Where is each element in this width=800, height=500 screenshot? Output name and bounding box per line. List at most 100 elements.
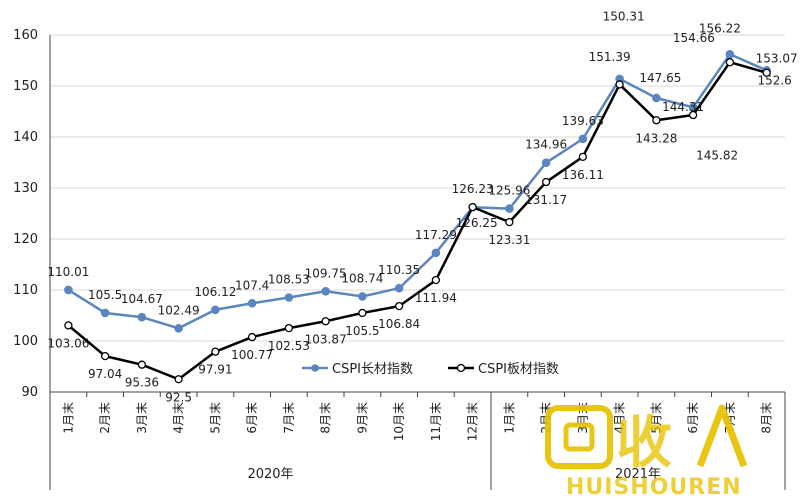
legend-label: CSPI长材指数	[332, 362, 413, 377]
x-tick-label: 5月末	[208, 402, 222, 434]
data-point	[505, 204, 514, 213]
y-tick-label: 110	[13, 283, 38, 298]
data-point	[725, 58, 735, 67]
data-label: 145.82	[696, 148, 738, 162]
data-label: 125.96	[488, 184, 530, 198]
data-point	[137, 312, 147, 322]
watermark-arrow-icon	[696, 404, 748, 468]
data-point	[541, 177, 551, 187]
y-tick-label: 150	[13, 79, 38, 94]
data-label: 105.5	[345, 324, 379, 338]
data-label: 104.67	[121, 292, 163, 306]
x-tick-label: 3月末	[135, 402, 149, 434]
x-tick-label: 4月末	[172, 402, 186, 434]
data-label: 95.36	[125, 376, 159, 390]
data-label: 102.53	[268, 339, 310, 353]
data-point	[64, 285, 73, 295]
y-tick-label: 120	[13, 232, 38, 247]
grid-lines	[50, 34, 785, 342]
data-label: 139.63	[562, 114, 604, 128]
data-label: 126.25	[456, 216, 498, 230]
data-point	[468, 202, 477, 212]
data-point	[431, 248, 441, 258]
data-label: 106.12	[194, 285, 236, 299]
data-label: 103.06	[47, 336, 89, 350]
data-point	[211, 305, 220, 315]
data-point	[321, 286, 330, 296]
data-label: 131.17	[525, 193, 567, 207]
x-tick-label: 1月末	[61, 402, 75, 434]
series-line	[67, 53, 768, 330]
data-point	[615, 80, 624, 89]
data-point	[431, 275, 441, 285]
data-label: 97.04	[88, 367, 122, 381]
data-point	[725, 49, 735, 59]
data-point	[100, 308, 110, 318]
data-point	[578, 152, 588, 161]
data-label: 100.77	[231, 348, 273, 362]
y-tick-label: 140	[13, 130, 38, 145]
data-label: 126.23	[452, 182, 494, 196]
data-label: 108.74	[341, 271, 383, 285]
x-tick-label: 12月末	[466, 402, 480, 441]
data-label: 102.49	[158, 303, 200, 317]
legend-label: CSPI板材指数	[478, 362, 559, 377]
data-point	[541, 158, 551, 168]
series-lines	[64, 49, 771, 384]
data-label: 156.22	[699, 21, 741, 35]
data-point	[284, 293, 294, 302]
data-point	[284, 323, 294, 333]
axes	[49, 35, 786, 490]
data-point	[174, 375, 183, 384]
data-point	[578, 134, 588, 144]
year-label: 2020年	[247, 467, 293, 482]
data-label: 151.39	[589, 50, 631, 64]
watermark-inner-box	[563, 422, 595, 452]
data-point	[247, 298, 257, 308]
year-group-labels: 2020年 2021年	[247, 467, 661, 482]
x-tick-label: 10月末	[392, 402, 406, 441]
data-label: 107.4	[235, 278, 269, 292]
data-label: 111.94	[415, 291, 457, 305]
data-point	[394, 301, 404, 311]
data-label: 134.96	[525, 138, 567, 152]
x-tick-label: 6月末	[245, 402, 259, 434]
data-point	[247, 332, 257, 342]
data-point	[358, 308, 367, 318]
y-tick-labels: 90 100 110 120 130 140 150 160	[13, 28, 38, 400]
y-tick-label: 160	[13, 28, 38, 43]
data-label: 144.31	[662, 100, 704, 114]
data-label: 103.87	[305, 332, 347, 346]
data-label: 143.28	[635, 131, 677, 145]
year-label: 2021年	[615, 467, 661, 482]
legend-marker	[456, 363, 466, 373]
data-point	[762, 68, 771, 77]
data-label: 110.01	[47, 265, 89, 279]
data-point	[652, 93, 661, 103]
data-point	[394, 283, 404, 293]
x-tick-label: 4月末	[613, 402, 627, 434]
x-tick-label: 8月末	[319, 402, 333, 434]
data-label: 153.07	[756, 51, 798, 65]
x-tick-label: 8月末	[760, 402, 774, 434]
data-point	[137, 360, 147, 369]
data-point	[174, 324, 183, 333]
data-label: 136.11	[562, 168, 604, 182]
data-label: 92.5	[165, 390, 192, 404]
data-point	[652, 116, 661, 125]
y-tick-label: 90	[21, 385, 38, 400]
legend-marker	[311, 364, 319, 372]
data-point	[688, 110, 698, 120]
data-label: 123.31	[488, 233, 530, 247]
x-tick-label: 1月末	[502, 402, 516, 434]
x-tick-label: 2月末	[98, 402, 112, 434]
data-label: 108.53	[268, 272, 310, 286]
watermark-text-big: 收	[616, 411, 672, 476]
watermark-text-small: HUISHOUREN	[566, 475, 742, 500]
data-label: 152.6	[757, 74, 791, 88]
data-label: 154.66	[673, 31, 715, 45]
